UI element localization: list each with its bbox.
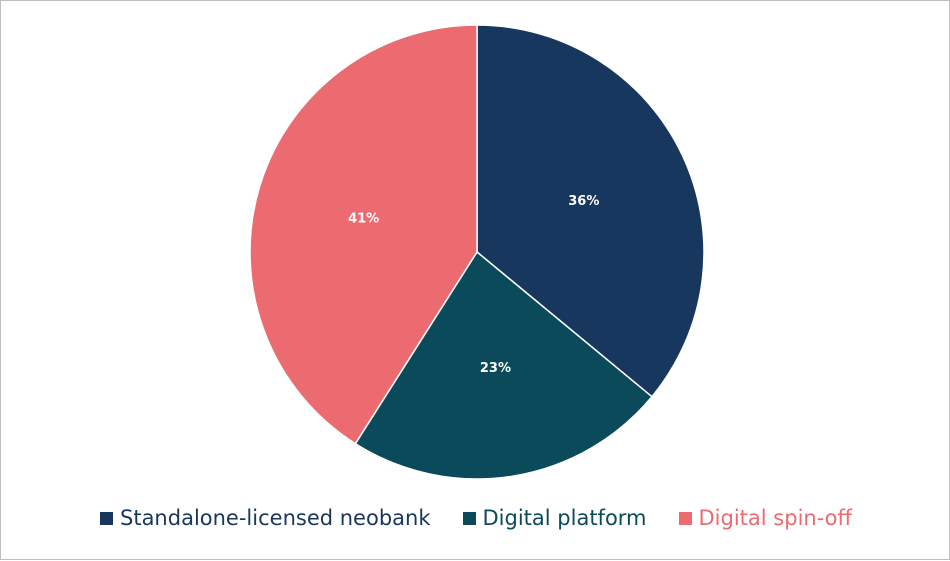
pie-slice-digital-platform	[354, 250, 653, 480]
legend-label: Digital platform	[482, 506, 647, 530]
pie-slice-digital-spin-off	[249, 24, 478, 445]
legend: Standalone-licensed neobank Digital plat…	[1, 501, 950, 535]
data-label-digital-platform: 23%	[480, 361, 511, 376]
legend-item-standalone-licensed-neobank: Standalone-licensed neobank	[100, 506, 431, 530]
legend-item-digital-platform: Digital platform	[462, 506, 647, 530]
legend-label: Digital spin-off	[698, 506, 852, 530]
legend-swatch	[678, 511, 692, 525]
pie-slice-standalone-licensed-neobank	[476, 24, 705, 398]
legend-label: Standalone-licensed neobank	[120, 506, 431, 530]
data-label-digital-spin-off: 41%	[348, 212, 379, 227]
data-label-standalone-licensed-neobank: 36%	[568, 194, 599, 209]
legend-swatch	[100, 511, 113, 525]
legend-item-digital-spin-off: Digital spin-off	[678, 506, 852, 530]
legend-swatch	[462, 511, 476, 525]
